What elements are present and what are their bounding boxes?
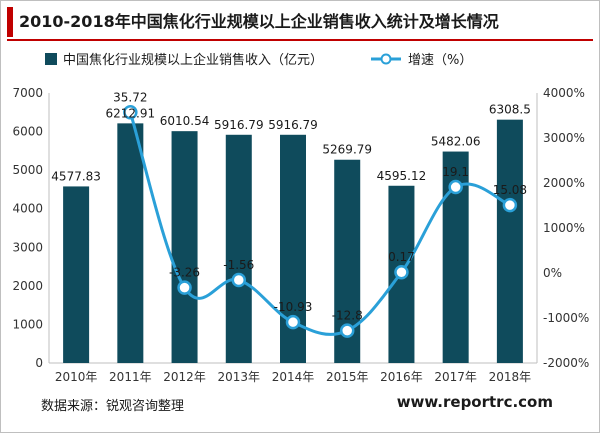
growth-point	[123, 105, 138, 120]
bar-value-label: 5269.79	[322, 143, 372, 157]
legend-bar-label: 中国焦化行业规模以上企业销售收入（亿元）	[63, 52, 323, 68]
growth-value-label: -1.56	[223, 258, 254, 272]
legend-line-label: 增速（%）	[408, 53, 472, 68]
growth-value-label: 19.1	[442, 165, 469, 179]
growth-value-label: -3.26	[169, 266, 200, 280]
legend: 中国焦化行业规模以上企业销售收入（亿元） 增速（%）	[45, 52, 472, 68]
y-right-tick-label: 3000%	[543, 131, 585, 145]
x-tick-label: 2011年	[109, 370, 152, 384]
bar-value-label: 6212.91	[106, 106, 156, 120]
x-tick-label: 2013年	[218, 370, 261, 384]
bar-value-label: 5482.06	[431, 135, 481, 149]
bar	[117, 123, 144, 363]
growth-value-label: -10.93	[274, 300, 313, 314]
title-underline	[7, 39, 593, 41]
bars-group	[63, 119, 523, 363]
line-group	[123, 105, 518, 338]
x-tick-label: 2015年	[326, 370, 369, 384]
bar-value-label: 6308.5	[489, 103, 531, 117]
labels-group: 4577.83 6212.91 6010.54 5916.79 5916.79 5269.…	[51, 90, 531, 322]
y-left-tick-label: 2000	[12, 279, 43, 293]
growth-point	[339, 323, 355, 338]
bar-value-label: 6010.54	[160, 114, 210, 128]
bar-value-label: 5916.79	[214, 118, 264, 132]
growth-value-label: -12.8	[332, 309, 363, 323]
y-left-tick-label: 1000	[12, 317, 43, 331]
website-watermark: www.reportrc.com	[396, 393, 553, 411]
growth-point	[177, 280, 192, 295]
bar	[171, 131, 198, 363]
x-tick-label: 2018年	[489, 370, 532, 384]
y-left-tick-label: 0	[35, 356, 43, 370]
y-right-tick-label: -1000%	[543, 311, 589, 325]
bar-value-label: 4595.12	[377, 169, 427, 183]
x-tick-label: 2016年	[380, 370, 423, 384]
growth-point	[394, 264, 409, 280]
y-right-tick-label: -2000%	[543, 356, 589, 370]
y-left-tick-label: 7000	[12, 86, 43, 100]
bar	[63, 186, 90, 363]
legend-line-marker	[380, 53, 392, 65]
y-left-tick-label: 5000	[12, 163, 43, 177]
chart-title: 2010-2018年中国焦化行业规模以上企业销售收入统计及增长情况	[19, 12, 499, 31]
x-tick-label: 2010年	[55, 370, 98, 384]
y-right-tick-label: 4000%	[543, 86, 585, 100]
y-left-tick-label: 4000	[12, 202, 43, 216]
title-accent-bar	[7, 7, 13, 37]
data-source: 数据来源：锐观咨询整理	[41, 399, 185, 414]
y-right-tick-label: 2000%	[543, 176, 585, 190]
bar-value-label: 5916.79	[268, 118, 318, 132]
growth-point	[448, 179, 463, 195]
legend-bar-swatch	[45, 53, 57, 65]
x-tick-label: 2017年	[434, 370, 477, 384]
y-right-tick-label: 1000%	[543, 221, 585, 235]
growth-value-label: 15.08	[493, 183, 527, 197]
y-right-tick-label: 0%	[543, 266, 562, 280]
growth-point	[231, 272, 247, 288]
growth-point	[502, 197, 518, 213]
y-left-tick-label: 3000	[12, 240, 43, 254]
growth-value-label: 0.17	[388, 250, 415, 264]
x-tick-label: 2014年	[272, 370, 315, 384]
growth-point	[285, 314, 301, 330]
bar-value-label: 4577.83	[51, 169, 101, 183]
y-left-tick-label: 6000	[12, 125, 43, 139]
bar	[496, 119, 523, 363]
x-tick-label: 2012年	[163, 370, 206, 384]
growth-value-label: 35.72	[113, 90, 147, 104]
bar	[225, 134, 252, 363]
